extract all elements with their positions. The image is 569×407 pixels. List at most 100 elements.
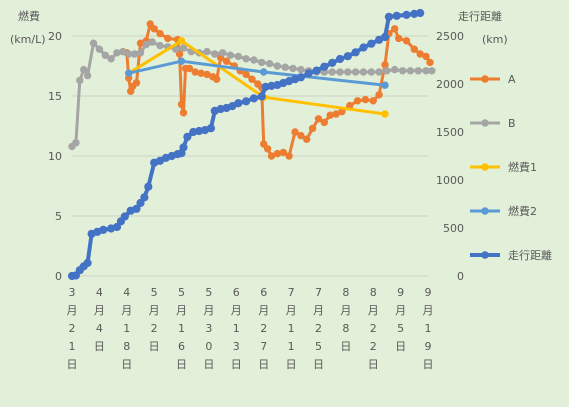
data-point bbox=[416, 8, 425, 18]
data-point bbox=[380, 32, 390, 42]
data-point bbox=[297, 131, 305, 140]
data-point bbox=[83, 258, 92, 268]
series-line bbox=[127, 59, 387, 87]
data-point bbox=[392, 11, 401, 20]
right-tick-label: 2500 bbox=[436, 30, 464, 43]
series-4 bbox=[125, 57, 389, 89]
left-tick-label: 0 bbox=[55, 270, 62, 283]
data-point bbox=[260, 140, 268, 148]
data-point bbox=[185, 64, 194, 73]
data-point bbox=[428, 67, 436, 75]
legend-swatch-marker bbox=[481, 163, 489, 171]
series-line bbox=[127, 39, 387, 116]
legend-entry: B bbox=[470, 117, 516, 130]
data-point bbox=[197, 69, 205, 77]
data-point bbox=[381, 61, 389, 69]
data-point bbox=[177, 37, 186, 45]
data-point bbox=[426, 58, 434, 67]
data-point bbox=[359, 43, 368, 52]
series-1 bbox=[123, 20, 434, 160]
data-point bbox=[336, 68, 344, 76]
data-point bbox=[281, 63, 289, 71]
data-point bbox=[265, 59, 274, 68]
data-point bbox=[101, 51, 110, 59]
data-point bbox=[132, 204, 141, 213]
gridlines bbox=[72, 35, 428, 277]
data-point bbox=[308, 124, 317, 133]
data-point bbox=[179, 44, 188, 52]
data-point bbox=[140, 193, 149, 202]
data-point bbox=[398, 67, 407, 75]
axis-titles: 燃費 (km/L) 走行距離 (km) bbox=[10, 9, 508, 46]
legend-swatch-marker bbox=[481, 75, 489, 83]
data-point bbox=[83, 71, 92, 80]
data-point bbox=[258, 58, 266, 67]
data-point bbox=[312, 66, 321, 75]
left-tick-label: 10 bbox=[48, 150, 62, 163]
data-point bbox=[242, 70, 250, 79]
data-point bbox=[89, 39, 98, 47]
legend-entry: 燃費1 bbox=[470, 160, 537, 174]
data-point bbox=[148, 38, 156, 46]
left-tick-label: 15 bbox=[48, 90, 62, 103]
data-point bbox=[132, 79, 141, 87]
data-point bbox=[320, 62, 329, 71]
data-point bbox=[95, 45, 104, 53]
right-axis-ticks: 0 500 1000 1500 2000 2500 bbox=[436, 30, 464, 283]
legend-label: 燃費1 bbox=[508, 160, 537, 174]
data-point bbox=[410, 45, 418, 53]
data-point bbox=[222, 57, 231, 65]
data-point bbox=[107, 55, 115, 63]
series-2 bbox=[68, 38, 436, 151]
data-point bbox=[99, 225, 108, 234]
data-point bbox=[367, 39, 376, 48]
data-point bbox=[359, 68, 368, 76]
legend-label: 走行距離 bbox=[508, 248, 552, 262]
data-point bbox=[375, 91, 383, 99]
data-point bbox=[218, 49, 227, 57]
x-axis-ticks: 3 月 2 1 日 4 月 4 日 4 月 1 8 日 5 月 2 日 5 月 1 6 日 5 月 3 0 日 6 月 1 3 日 6 月 2 7 日 7 月… bbox=[67, 286, 434, 371]
data-point bbox=[320, 118, 328, 127]
data-point bbox=[156, 41, 164, 50]
right-tick-label: 1500 bbox=[436, 126, 464, 139]
data-point bbox=[351, 48, 360, 57]
data-point bbox=[175, 50, 184, 58]
left-axis-title-line2: (km/L) bbox=[10, 33, 46, 46]
data-point bbox=[164, 34, 172, 43]
data-point bbox=[248, 75, 256, 83]
series-line bbox=[70, 40, 434, 148]
data-point bbox=[234, 52, 243, 61]
right-tick-label: 2000 bbox=[436, 78, 464, 91]
data-point bbox=[130, 50, 139, 58]
data-point bbox=[343, 52, 352, 61]
right-axis-title-line1: 走行距離 bbox=[458, 9, 502, 23]
legend: A B 燃費1 燃費2 走行距離 bbox=[470, 73, 552, 262]
data-point bbox=[112, 222, 122, 232]
data-point bbox=[289, 64, 297, 73]
right-axis-title-line2: (km) bbox=[482, 33, 508, 46]
legend-entry: A bbox=[470, 73, 516, 86]
data-point bbox=[383, 67, 391, 75]
right-tick-label: 500 bbox=[443, 222, 464, 235]
data-point bbox=[285, 152, 293, 160]
data-point bbox=[211, 50, 219, 58]
data-point bbox=[391, 25, 399, 33]
series-5 bbox=[67, 8, 425, 281]
data-point bbox=[249, 94, 258, 103]
left-tick-label: 20 bbox=[48, 30, 62, 43]
data-point bbox=[179, 143, 188, 152]
data-point bbox=[183, 132, 192, 141]
data-point bbox=[402, 37, 411, 45]
data-point bbox=[203, 47, 211, 56]
legend-label: B bbox=[508, 117, 516, 130]
data-point bbox=[234, 99, 243, 108]
data-point bbox=[422, 52, 430, 61]
data-point bbox=[335, 54, 345, 64]
data-point bbox=[242, 97, 251, 106]
